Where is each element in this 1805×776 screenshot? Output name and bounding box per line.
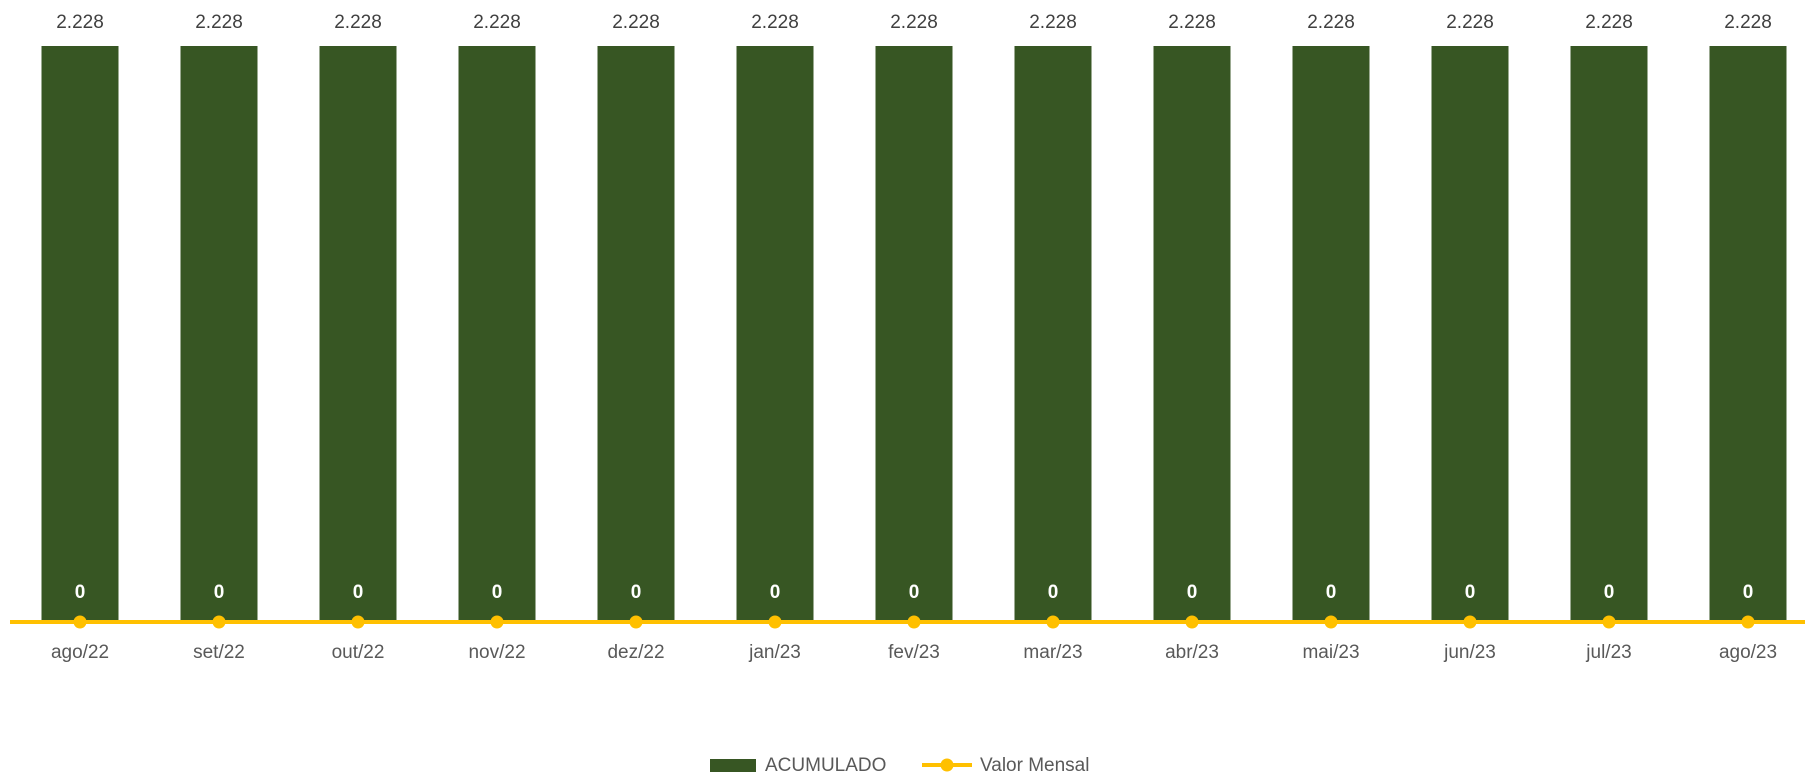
line-point-out/22: [351, 615, 365, 629]
x-tick-label: jan/23: [748, 642, 801, 663]
x-tick-label: ago/22: [51, 642, 109, 663]
x-tick-label: abr/23: [1165, 642, 1219, 663]
legend-label-valor-mensal: Valor Mensal: [980, 755, 1089, 776]
line-point-mai/23: [1324, 615, 1338, 629]
x-tick-label: ago/23: [1719, 642, 1777, 663]
bar-value-label: 2.228: [1168, 12, 1216, 33]
x-tick-label: fev/23: [888, 642, 940, 663]
line-value-label: 0: [1604, 582, 1615, 603]
bar-abr/23: [1153, 46, 1231, 622]
line-value-label: 0: [492, 582, 503, 603]
bar-value-label: 2.228: [195, 12, 243, 33]
bar-value-label: 2.228: [473, 12, 521, 33]
bar-value-label: 2.228: [334, 12, 382, 33]
bar-fev/23: [875, 46, 953, 622]
bar-mar/23: [1014, 46, 1092, 622]
line-value-label: 0: [1048, 582, 1059, 603]
bar-jun/23: [1431, 46, 1509, 622]
line-value-label: 0: [909, 582, 920, 603]
bar-jul/23: [1570, 46, 1648, 622]
line-point-dez/22: [629, 615, 643, 629]
bar-value-label: 2.228: [1724, 12, 1772, 33]
x-tick-label: out/22: [332, 642, 385, 663]
bar-data-labels: 2.228 2.228 2.228 2.228 2.228 2.228 2.228 2.228…: [56, 12, 1772, 33]
bar-series-acumulado: [41, 46, 1787, 622]
bar-set/22: [180, 46, 258, 622]
x-tick-label: jun/23: [1443, 642, 1496, 663]
line-point-fev/23: [907, 615, 921, 629]
line-value-label: 0: [1187, 582, 1198, 603]
line-data-labels: 0 0 0 0 0 0 0 0 0 0 0 0 0: [75, 582, 1754, 603]
bar-value-label: 2.228: [890, 12, 938, 33]
bar-nov/22: [458, 46, 536, 622]
line-point-jul/23: [1602, 615, 1616, 629]
x-axis-tick-labels: ago/22 set/22 out/22 nov/22 dez/22 jan/23 fev/…: [51, 642, 1777, 663]
bar-ago/22: [41, 46, 119, 622]
line-point-ago/22: [73, 615, 87, 629]
line-value-label: 0: [214, 582, 225, 603]
bar-ago/23: [1709, 46, 1787, 622]
bar-mai/23: [1292, 46, 1370, 622]
legend: ACUMULADO Valor Mensal: [710, 755, 1089, 776]
line-value-label: 0: [1465, 582, 1476, 603]
bar-value-label: 2.228: [1307, 12, 1355, 33]
legend-label-acumulado: ACUMULADO: [765, 755, 886, 776]
line-value-label: 0: [631, 582, 642, 603]
line-point-mar/23: [1046, 615, 1060, 629]
line-point-ago/23: [1741, 615, 1755, 629]
bar-value-label: 2.228: [1029, 12, 1077, 33]
line-series-valor-mensal: [10, 615, 1805, 629]
legend-swatch-acumulado: [710, 759, 756, 772]
line-point-abr/23: [1185, 615, 1199, 629]
line-point-jun/23: [1463, 615, 1477, 629]
bar-dez/22: [597, 46, 675, 622]
bar-value-label: 2.228: [56, 12, 104, 33]
bar-jan/23: [736, 46, 814, 622]
line-point-set/22: [212, 615, 226, 629]
bar-value-label: 2.228: [1585, 12, 1633, 33]
bar-value-label: 2.228: [612, 12, 660, 33]
x-tick-label: dez/22: [607, 642, 664, 663]
legend-swatch-marker-valor-mensal: [940, 758, 954, 772]
x-tick-label: mai/23: [1302, 642, 1359, 663]
x-tick-label: set/22: [193, 642, 245, 663]
x-tick-label: jul/23: [1585, 642, 1631, 663]
line-value-label: 0: [353, 582, 364, 603]
bar-out/22: [319, 46, 397, 622]
line-value-label: 0: [75, 582, 86, 603]
x-tick-label: nov/22: [468, 642, 525, 663]
line-value-label: 0: [1326, 582, 1337, 603]
line-value-label: 0: [770, 582, 781, 603]
bar-value-label: 2.228: [751, 12, 799, 33]
line-point-jan/23: [768, 615, 782, 629]
x-tick-label: mar/23: [1023, 642, 1082, 663]
bar-value-label: 2.228: [1446, 12, 1494, 33]
line-value-label: 0: [1743, 582, 1754, 603]
line-point-nov/22: [490, 615, 504, 629]
